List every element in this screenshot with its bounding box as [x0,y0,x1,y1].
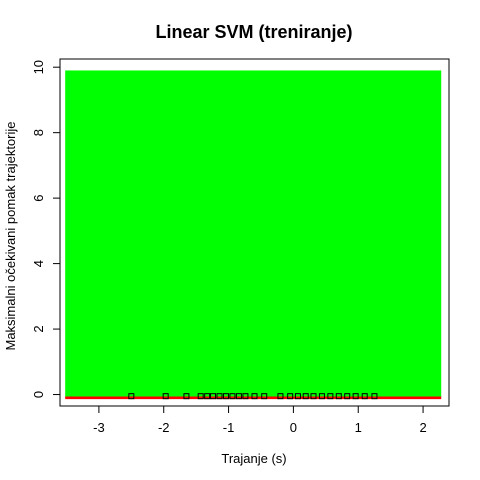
data-point-10 [242,393,249,400]
data-point-24 [371,393,378,400]
y-axis-label: Maksimalni očekivani pomak trajektorije [3,121,18,350]
x-tick-label-4: 1 [355,420,362,435]
x-tick-label-0: -3 [93,420,105,435]
data-points [128,393,378,400]
data-point-7 [222,393,229,400]
data-point-3 [197,393,204,400]
data-point-12 [261,393,268,400]
y-tick-label-3: 6 [31,195,46,202]
y-tick-label-0: 0 [31,391,46,398]
data-point-9 [235,393,242,400]
data-point-16 [302,393,309,400]
y-tick-label-4: 8 [31,129,46,136]
data-point-19 [327,393,334,400]
chart-title: Linear SVM (treniranje) [155,22,352,42]
y-axis: 0 2 4 6 8 10 [31,60,61,398]
region-0 [65,70,442,398]
data-point-14 [287,393,294,400]
data-point-1 [162,393,169,400]
data-point-22 [352,393,359,400]
decision-regions [65,70,442,400]
data-point-15 [294,393,301,400]
x-axis: -3 -2 -1 0 1 2 [93,405,427,435]
x-tick-label-3: 0 [290,420,297,435]
x-tick-label-2: -1 [223,420,235,435]
data-point-2 [183,393,190,400]
data-point-4 [204,393,211,400]
data-point-11 [251,393,258,400]
data-point-20 [335,393,342,400]
x-axis-label: Trajanje (s) [221,451,286,466]
data-point-21 [344,393,351,400]
y-tick-label-5: 10 [31,60,46,74]
data-point-23 [361,393,368,400]
y-tick-label-2: 4 [31,260,46,267]
data-point-6 [216,393,223,400]
x-tick-label-5: 2 [419,420,426,435]
data-point-5 [210,393,217,400]
data-point-8 [229,393,236,400]
data-point-13 [277,393,284,400]
region-1 [65,396,442,400]
y-tick-label-1: 2 [31,325,46,332]
data-point-0 [128,393,135,400]
x-tick-label-1: -2 [158,420,170,435]
data-point-17 [310,393,317,400]
data-point-18 [318,393,325,400]
